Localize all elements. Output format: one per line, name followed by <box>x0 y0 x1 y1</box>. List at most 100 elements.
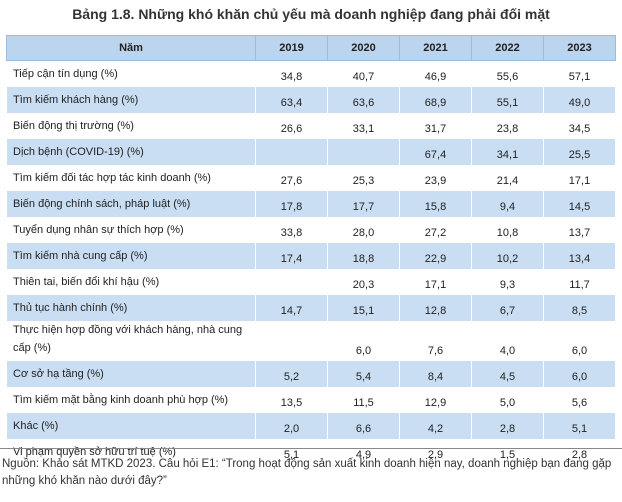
value-cell: 33,1 <box>327 113 400 139</box>
value-cell: 14,7 <box>255 295 328 321</box>
value-cell: 27,6 <box>255 165 328 191</box>
value-cell: 13,4 <box>543 243 616 269</box>
table-row: Biến động thị trường (%) 26,6 33,1 31,7 23,8… <box>6 113 616 139</box>
value-cell: 25,5 <box>543 139 616 165</box>
value-cell: 23,8 <box>471 113 544 139</box>
value-cell: 15,8 <box>399 191 472 217</box>
header-cell: 2020 <box>327 35 400 61</box>
value-cell: 8,5 <box>543 295 616 321</box>
value-cell: 31,7 <box>399 113 472 139</box>
value-cell: 23,9 <box>399 165 472 191</box>
table-row: Biến động chính sách, pháp luật (%) 17,8 1… <box>6 191 616 217</box>
value-cell: 10,8 <box>471 217 544 243</box>
table-row: Khác (%) 2,0 6,6 4,2 2,8 5,1 <box>6 413 616 439</box>
data-table: Năm 2019 2020 2021 2022 2023 Tiếp cận tín dụn… <box>6 35 616 465</box>
value-cell <box>255 269 328 295</box>
value-cell: 6,6 <box>327 413 400 439</box>
table-row: Tiếp cận tín dụng (%) 34,8 40,7 46,9 55,6 57,… <box>6 60 616 87</box>
row-label: Khác (%) <box>6 413 256 439</box>
row-label: Cơ sở hạ tầng (%) <box>6 361 256 387</box>
value-cell: 17,7 <box>327 191 400 217</box>
value-cell: 12,9 <box>399 387 472 413</box>
divider <box>0 448 622 449</box>
value-cell: 28,0 <box>327 217 400 243</box>
value-cell <box>255 139 328 165</box>
table-row: Tìm kiếm khách hàng (%) 63,4 63,6 68,9 55,1 4… <box>6 87 616 113</box>
table-row: Cơ sở hạ tầng (%) 5,2 5,4 8,4 4,5 6,0 <box>6 361 616 387</box>
header-cell: 2019 <box>255 35 328 61</box>
table-row: Thực hiện hợp đồng với khách hàng, nhà c… <box>6 321 616 361</box>
value-cell: 17,1 <box>543 165 616 191</box>
value-cell: 63,4 <box>255 87 328 113</box>
row-label: Thiên tai, biến đổi khí hậu (%) <box>6 269 256 295</box>
header-row: Năm 2019 2020 2021 2022 2023 <box>6 35 616 61</box>
header-cell: 2021 <box>399 35 472 61</box>
row-label: Tuyển dụng nhân sự thích hợp (%) <box>6 217 256 243</box>
row-label: Tìm kiếm đối tác hợp tác kinh doanh (%) <box>6 165 256 191</box>
value-cell: 2,0 <box>255 413 328 439</box>
value-cell: 33,8 <box>255 217 328 243</box>
value-cell: 17,8 <box>255 191 328 217</box>
value-cell: 5,4 <box>327 361 400 387</box>
table-row: Tìm kiếm đối tác hợp tác kinh doanh (%) 2… <box>6 165 616 191</box>
value-cell: 12,8 <box>399 295 472 321</box>
value-cell: 34,5 <box>543 113 616 139</box>
value-cell: 5,2 <box>255 361 328 387</box>
value-cell: 55,1 <box>471 87 544 113</box>
value-cell: 2,9 <box>399 439 472 465</box>
source-note: Nguồn: Khảo sát MTKD 2023. Câu hỏi E1: “… <box>2 458 612 487</box>
value-cell: 4,2 <box>399 413 472 439</box>
row-label: Tìm kiếm khách hàng (%) <box>6 87 256 113</box>
value-cell: 18,8 <box>327 243 400 269</box>
value-cell: 6,0 <box>327 321 400 361</box>
value-cell: 13,7 <box>543 217 616 243</box>
value-cell: 9,4 <box>471 191 544 217</box>
header-cell: Năm <box>6 35 256 61</box>
value-cell: 26,6 <box>255 113 328 139</box>
table-row: Tìm kiếm nhà cung cấp (%) 17,4 18,8 22,9 10,… <box>6 243 616 269</box>
value-cell: 68,9 <box>399 87 472 113</box>
row-label: Biến động thị trường (%) <box>6 113 256 139</box>
value-cell: 7,6 <box>399 321 472 361</box>
table-row: Tìm kiếm mặt bằng kinh doanh phù hợp (%)… <box>6 387 616 413</box>
value-cell: 2,8 <box>471 413 544 439</box>
value-cell: 2,8 <box>543 439 616 465</box>
value-cell: 8,4 <box>399 361 472 387</box>
value-cell: 6,0 <box>543 361 616 387</box>
value-cell: 63,6 <box>327 87 400 113</box>
value-cell: 4,5 <box>471 361 544 387</box>
row-label: Thực hiện hợp đồng với khách hàng, nhà c… <box>6 321 256 361</box>
value-cell: 4,0 <box>471 321 544 361</box>
table-title: Bảng 1.8. Những khó khăn chủ yếu mà doan… <box>72 6 550 22</box>
value-cell: 5,1 <box>543 413 616 439</box>
value-cell: 34,8 <box>255 60 328 87</box>
row-label: Vi phạm quyền sở hữu trí tuệ (%) <box>6 439 256 465</box>
row-label: Thủ tục hành chính (%) <box>6 295 256 321</box>
value-cell: 22,9 <box>399 243 472 269</box>
value-cell: 6,0 <box>543 321 616 361</box>
header-cell: 2023 <box>543 35 616 61</box>
value-cell: 13,5 <box>255 387 328 413</box>
value-cell: 21,4 <box>471 165 544 191</box>
value-cell: 5,6 <box>543 387 616 413</box>
table-row: Dịch bệnh (COVID-19) (%) 67,4 34,1 25,5 <box>6 139 616 165</box>
value-cell: 9,3 <box>471 269 544 295</box>
value-cell: 11,7 <box>543 269 616 295</box>
value-cell: 34,1 <box>471 139 544 165</box>
value-cell: 15,1 <box>327 295 400 321</box>
value-cell: 4,9 <box>327 439 400 465</box>
value-cell <box>255 321 328 361</box>
value-cell: 6,7 <box>471 295 544 321</box>
value-cell: 11,5 <box>327 387 400 413</box>
value-cell: 27,2 <box>399 217 472 243</box>
value-cell: 5,0 <box>471 387 544 413</box>
value-cell: 10,2 <box>471 243 544 269</box>
value-cell: 17,4 <box>255 243 328 269</box>
value-cell: 46,9 <box>399 60 472 87</box>
value-cell: 20,3 <box>327 269 400 295</box>
value-cell: 57,1 <box>543 60 616 87</box>
row-label: Tìm kiếm mặt bằng kinh doanh phù hợp (%) <box>6 387 256 413</box>
value-cell <box>327 139 400 165</box>
value-cell: 25,3 <box>327 165 400 191</box>
